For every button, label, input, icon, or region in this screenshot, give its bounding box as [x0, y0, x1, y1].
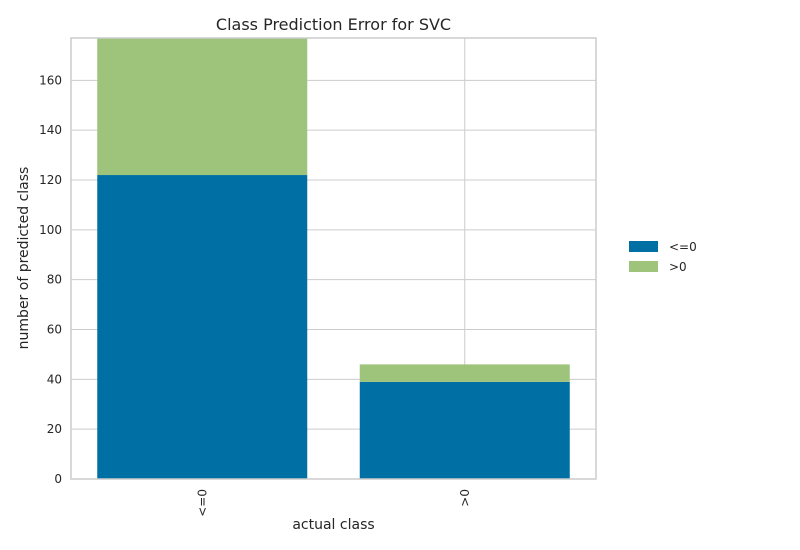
bar-<=0-<=0 — [97, 175, 308, 479]
y-tick-label-5: 100 — [39, 223, 62, 237]
y-tick-label-6: 120 — [39, 173, 62, 187]
y-tick-label-4: 80 — [47, 273, 62, 287]
x-tick-label-0: <=0 — [195, 489, 209, 517]
x-tick-labels: <=0 >0 — [195, 489, 472, 517]
bar->0->0 — [359, 364, 570, 382]
y-tick-label-1: 20 — [47, 422, 62, 436]
y-axis-label: number of predicted class — [16, 167, 32, 350]
legend-label-0: <=0 — [669, 240, 697, 254]
bars — [97, 38, 570, 479]
bar->0-<=0 — [97, 38, 308, 176]
legend-label-1: >0 — [669, 260, 687, 274]
legend-swatch-0 — [629, 241, 658, 252]
x-axis-label: actual class — [292, 517, 374, 533]
x-tick-label-1: >0 — [458, 489, 472, 507]
y-tick-label-8: 160 — [39, 73, 62, 87]
legend-swatch-1 — [629, 261, 658, 272]
legend: <=0>0 — [629, 240, 697, 274]
chart-title: Class Prediction Error for SVC — [216, 15, 451, 34]
bar-<=0->0 — [359, 381, 570, 479]
y-tick-label-7: 140 — [39, 123, 62, 137]
y-tick-label-0: 0 — [54, 472, 62, 486]
plot-frame — [70, 37, 597, 480]
y-tick-labels: 0 20 40 60 80 100 120 140 160 — [39, 73, 62, 486]
y-tick-label-3: 60 — [47, 323, 62, 337]
y-tick-label-2: 40 — [47, 372, 62, 386]
